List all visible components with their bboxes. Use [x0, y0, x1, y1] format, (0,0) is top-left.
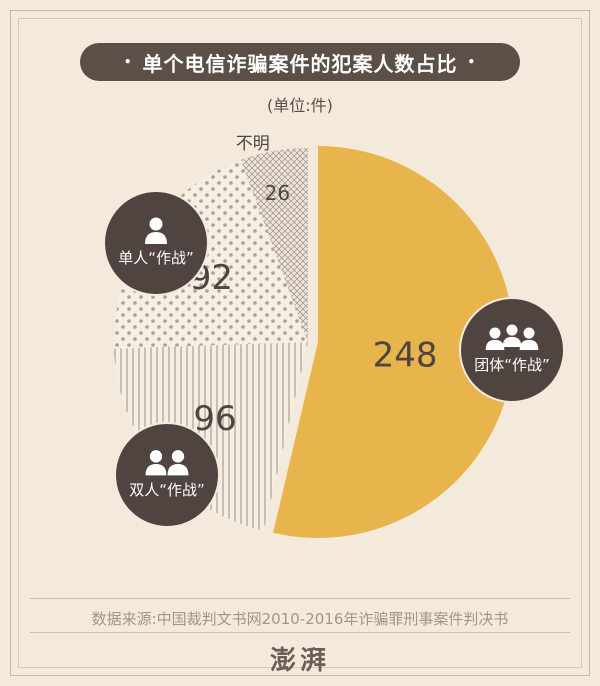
badge-1: 双人“作战” — [114, 422, 220, 528]
value-label-1: 96 — [193, 399, 236, 439]
badge-2: 单人“作战” — [103, 190, 209, 296]
group-three-people-icon-1 — [502, 324, 522, 348]
badge-label-2: 单人“作战” — [118, 249, 194, 267]
inner-frame — [18, 18, 582, 668]
badge-label-1: 双人“作战” — [129, 481, 205, 499]
value-label-3: 26 — [265, 181, 290, 205]
pie-slice-3 — [240, 148, 308, 342]
title-dot-right: • — [467, 55, 477, 69]
pie-slice-2 — [113, 160, 309, 349]
logo: 澎湃 — [269, 646, 330, 676]
slice-label-unknown: 不明 — [236, 134, 270, 154]
footer-rule-top — [30, 598, 570, 599]
title-banner: • 单个电信诈骗案件的犯案人数占比 • — [80, 43, 520, 81]
two-people-icon-0 — [145, 450, 167, 476]
unit-label: (单位:件) — [267, 96, 333, 115]
value-label-0: 248 — [373, 335, 438, 375]
chart-title: 单个电信诈骗案件的犯案人数占比 — [142, 51, 458, 76]
footer-rule-bottom — [30, 632, 570, 633]
badge-label-0: 团体“作战” — [474, 356, 550, 374]
source-note: 数据来源:中国裁判文书网2010-2016年诈骗罪刑事案件判决书 — [91, 610, 509, 628]
pie-slice-1 — [114, 342, 308, 531]
group-three-people-icon-0 — [485, 327, 505, 351]
two-people-icon-1 — [167, 450, 189, 476]
group-three-people-icon-2 — [519, 327, 539, 351]
outer-frame — [10, 10, 590, 676]
single-person-icon-0 — [145, 217, 167, 244]
pie-slice-0 — [273, 146, 515, 538]
badge-0: 团体“作战” — [459, 297, 565, 403]
title-dot-left: • — [123, 55, 133, 69]
